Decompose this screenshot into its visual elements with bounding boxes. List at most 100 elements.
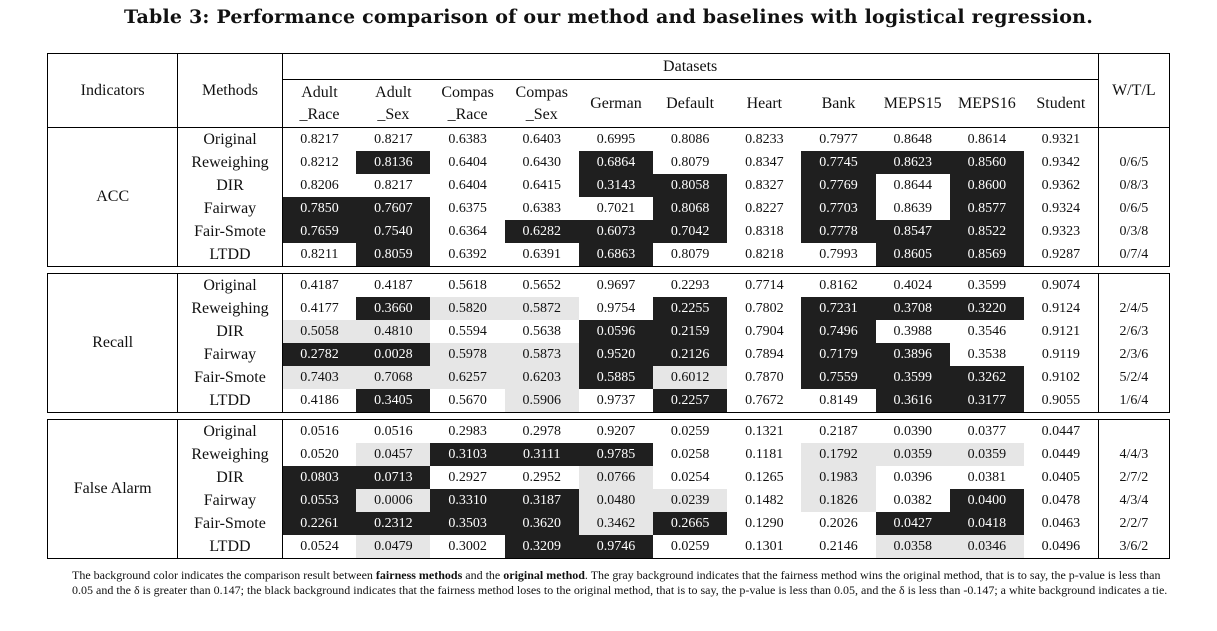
value-cell: 0.9737	[578, 389, 654, 413]
value-cell: 0.2782	[282, 343, 357, 366]
value-cell: 0.7496	[801, 320, 876, 343]
value-cell: 0.3111	[504, 443, 579, 466]
methods-header: Methods	[177, 53, 283, 128]
method-cell: Fairway	[177, 197, 283, 220]
wtl-cell: 2/2/7	[1098, 512, 1171, 535]
value-cell: 0.1792	[801, 443, 876, 466]
method-cell: Fair-Smote	[177, 220, 283, 243]
value-cell: 0.6430	[522, 154, 562, 170]
value-cell: 0.6257	[430, 366, 505, 389]
value-cell: 0.7540	[356, 220, 431, 243]
value-cell: 0.8347	[745, 154, 784, 170]
wtl-cell	[1098, 273, 1171, 297]
method-cell: Fair-Smote	[177, 512, 283, 535]
wtl-cell	[1098, 419, 1171, 443]
group-spacer	[48, 267, 1170, 274]
dataset-column-header: German	[578, 79, 654, 128]
value-cell: 0.7977	[801, 127, 876, 151]
value-cell: 0.5885	[578, 366, 654, 389]
value-cell: 0.9287	[1023, 243, 1099, 267]
value-cell: 0.9207	[578, 419, 654, 443]
value-cell: 0.1181	[745, 446, 784, 462]
value-cell: 0.8577	[949, 197, 1024, 220]
value-cell: 0.3220	[949, 297, 1024, 320]
table-row: Fairway 0.2782 0.0028 0.5978 0.5873 0.9520 0.2…	[48, 343, 1171, 366]
results-table-container: Indicators Methods Datasets W/T/L Adult _…	[46, 53, 1171, 559]
value-cell: 0.0766	[578, 466, 654, 489]
value-cell: 0.9055	[1023, 389, 1099, 413]
value-cell: 0.2312	[356, 512, 431, 535]
value-cell: 0.6391	[504, 243, 579, 267]
value-cell: 0.6392	[430, 243, 505, 267]
value-cell: 0.9754	[596, 300, 636, 316]
value-cell: 0.7672	[727, 389, 802, 413]
value-cell: 0.1983	[801, 466, 876, 489]
value-cell: 0.0463	[1023, 512, 1099, 535]
value-cell: 0.9746	[578, 535, 654, 559]
value-cell: 0.4187	[356, 273, 431, 297]
value-cell: 0.2255	[653, 297, 728, 320]
dataset-column-header: Default	[653, 79, 728, 128]
value-cell: 0.9124	[1023, 297, 1099, 320]
method-cell: Reweighing	[177, 151, 283, 174]
dataset-column-header: Adult _Race	[282, 79, 357, 128]
value-cell: 0.8233	[727, 127, 802, 151]
value-cell: 0.0480	[578, 489, 654, 512]
value-cell: 0.7659	[282, 220, 357, 243]
value-cell: 0.0516	[356, 419, 431, 443]
value-cell: 0.4024	[875, 273, 950, 297]
value-cell: 0.5670	[430, 389, 505, 413]
dataset-column-header: Bank	[801, 79, 876, 128]
dataset-column-header: MEPS15	[875, 79, 950, 128]
value-cell: 0.9785	[578, 443, 654, 466]
value-cell: 0.3002	[430, 535, 505, 559]
value-cell: 0.2952	[522, 469, 562, 485]
value-cell: 0.3620	[504, 512, 579, 535]
value-cell: 0.0400	[949, 489, 1024, 512]
value-cell: 0.2146	[801, 535, 876, 559]
value-cell: 0.5638	[522, 323, 562, 339]
value-cell: 0.8079	[670, 154, 710, 170]
value-cell: 0.6383	[522, 200, 562, 216]
value-cell: 0.7870	[745, 369, 784, 385]
value-cell: 0.9323	[1023, 220, 1099, 243]
value-cell: 0.3660	[356, 297, 431, 320]
table-row: Fair-Smote 0.2261 0.2312 0.3503 0.3620 0.3462…	[48, 512, 1171, 535]
value-cell: 0.0258	[670, 446, 710, 462]
value-cell: 0.3896	[875, 343, 950, 366]
wtl-cell: 2/7/2	[1098, 466, 1171, 489]
value-cell: 0.9102	[1023, 366, 1099, 389]
method-cell: LTDD	[177, 243, 283, 267]
wtl-cell: 0/3/8	[1098, 220, 1171, 243]
value-cell: 0.6364	[448, 223, 487, 239]
indicator-cell: ACC	[46, 127, 179, 267]
table-row: Reweighing 0.0520 0.0457 0.3103 0.3111 0.9785…	[48, 443, 1171, 466]
wtl-header: W/T/L	[1098, 53, 1171, 128]
value-cell: 0.0427	[875, 512, 950, 535]
value-cell: 0.3599	[875, 366, 950, 389]
value-cell: 0.9321	[1023, 127, 1099, 151]
wtl-cell: 3/6/2	[1098, 535, 1171, 559]
wtl-cell: 0/8/3	[1098, 174, 1171, 197]
value-cell: 0.3599	[949, 273, 1024, 297]
value-cell: 0.7559	[801, 366, 876, 389]
value-cell: 0.0359	[875, 443, 950, 466]
value-cell: 0.8211	[282, 243, 357, 267]
value-cell: 0.1321	[727, 419, 802, 443]
value-cell: 0.8206	[300, 177, 339, 193]
value-cell: 0.6073	[578, 220, 654, 243]
dataset-column-header: Adult _Sex	[356, 79, 431, 128]
value-cell: 0.6415	[522, 177, 562, 193]
table-row: LTDD 0.4186 0.3405 0.5670 0.5906 0.9737 0.2257…	[48, 389, 1171, 413]
dataset-column-label: MEPS16	[957, 94, 1016, 112]
value-cell: 0.0346	[949, 535, 1024, 559]
value-cell: 0.0254	[670, 469, 710, 485]
dataset-column-label: MEPS15	[883, 94, 942, 112]
method-cell: Fairway	[177, 343, 283, 366]
value-cell: 0.2187	[801, 419, 876, 443]
value-cell: 0.0381	[967, 469, 1007, 485]
method-cell: Original	[177, 419, 283, 443]
wtl-cell: 0/6/5	[1098, 197, 1171, 220]
value-cell: 0.3503	[430, 512, 505, 535]
table-header: Indicators Methods Datasets W/T/L Adult _…	[46, 53, 1171, 128]
